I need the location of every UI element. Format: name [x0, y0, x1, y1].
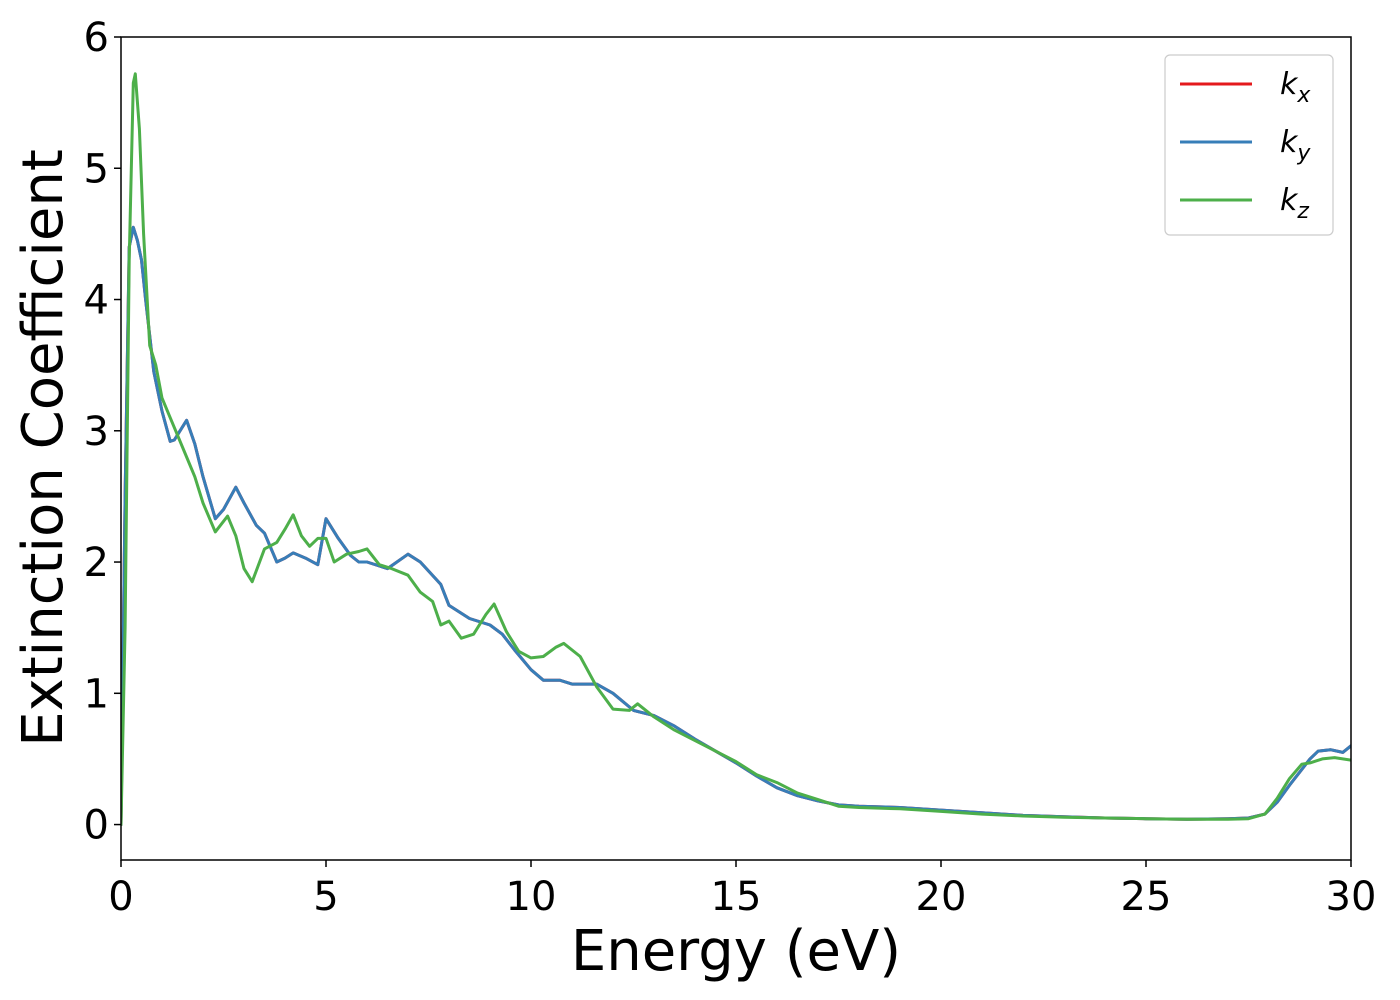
series-layer [121, 72, 1351, 827]
legend-label-kx: kx [1280, 67, 1311, 108]
series-line-ky [121, 225, 1351, 827]
x-tick-label: 15 [711, 874, 762, 920]
x-tick-label: 30 [1326, 874, 1377, 920]
y-tick-label: 1 [84, 671, 109, 717]
legend: kx ky kz [1164, 54, 1334, 236]
x-axis-title: Energy (eV) [571, 919, 901, 984]
x-tick-label: 5 [313, 874, 338, 920]
y-tick-label: 3 [84, 409, 109, 455]
x-tick-label: 0 [108, 874, 133, 920]
y-tick-label: 4 [84, 278, 109, 324]
x-tick-label: 20 [916, 874, 967, 920]
series-line-kz [121, 72, 1351, 827]
y-axis-title: Extinction Coefficient [11, 149, 76, 747]
y-tick-label: 0 [84, 803, 109, 849]
legend-frame [1164, 54, 1334, 236]
y-tick-label: 5 [84, 146, 109, 192]
legend-label-kz: kz [1280, 183, 1309, 224]
x-tick-label: 25 [1121, 874, 1172, 920]
y-tick-label: 2 [84, 540, 109, 586]
y-tick-label: 6 [84, 15, 109, 61]
x-tick-label: 10 [506, 874, 557, 920]
legend-label-ky: ky [1280, 125, 1311, 166]
series-line-kx [121, 225, 1351, 827]
ticks-layer: 0 5 10 15 20 25 30 0 1 2 3 4 5 6 [84, 15, 1377, 920]
